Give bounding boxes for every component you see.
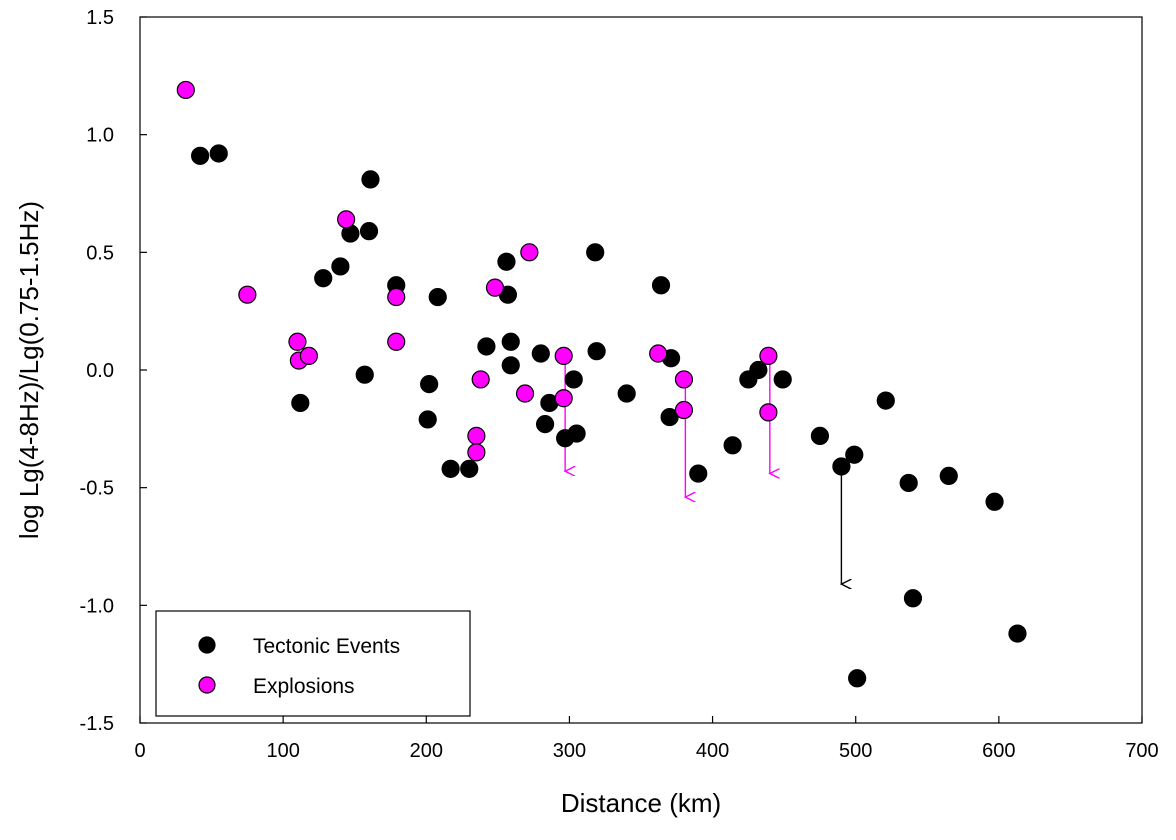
data-point-explosions	[520, 243, 539, 262]
data-point-tectonic-events	[689, 464, 708, 483]
data-point-explosions	[387, 332, 406, 351]
data-point-tectonic-events	[460, 459, 479, 478]
data-point-tectonic-events	[723, 436, 742, 455]
data-point-tectonic-events	[985, 492, 1004, 511]
data-point-tectonic-events	[291, 393, 310, 413]
data-point-tectonic-events	[1008, 624, 1027, 643]
legend-label-explosions: Explosions	[253, 675, 355, 698]
data-point-explosions	[674, 400, 694, 420]
data-point-tectonic-events	[428, 287, 447, 307]
legend-box	[155, 610, 471, 717]
data-point-tectonic-events	[209, 144, 228, 163]
data-point-explosions	[554, 389, 573, 408]
y-tick-label: 0.0	[86, 360, 114, 382]
data-point-tectonic-events	[651, 276, 671, 295]
data-point-tectonic-events	[497, 252, 516, 271]
data-point-explosions	[515, 384, 535, 403]
x-tick-label: 700	[1125, 740, 1158, 762]
y-tick-label: 0.5	[86, 242, 114, 264]
data-point-tectonic-events	[501, 332, 520, 351]
data-point-tectonic-events	[420, 375, 439, 394]
data-point-tectonic-events	[359, 222, 379, 241]
data-point-explosions	[299, 346, 319, 365]
y-axis: 1.5 1.0 0.5 0.0 -0.5 -1.0 -1.5	[80, 7, 147, 735]
data-point-tectonic-events	[586, 243, 605, 262]
data-point-explosions	[176, 80, 195, 100]
data-point-explosions	[337, 210, 356, 229]
y-tick-label: -1.5	[80, 713, 114, 735]
data-point-tectonic-events	[441, 459, 460, 478]
data-point-tectonic-events	[564, 370, 583, 389]
data-point-explosions	[649, 344, 668, 363]
data-point-tectonic-events	[314, 269, 333, 288]
y-tick-label: -0.5	[80, 478, 114, 500]
data-point-tectonic-events	[355, 365, 374, 384]
data-point-tectonic-events	[418, 410, 437, 429]
data-points	[176, 80, 1027, 688]
data-point-tectonic-events	[899, 473, 918, 493]
data-point-tectonic-events	[535, 415, 555, 434]
data-point-explosions	[485, 278, 505, 297]
x-tick-label: 200	[410, 740, 443, 762]
data-point-tectonic-events	[845, 445, 864, 464]
legend-label-tectonic-events: Tectonic Events	[253, 635, 400, 658]
x-tick-label: 500	[839, 740, 872, 762]
data-point-tectonic-events	[587, 342, 606, 361]
data-point-tectonic-events	[531, 344, 550, 363]
data-point-tectonic-events	[477, 337, 496, 356]
y-tick-label: -1.0	[80, 595, 114, 617]
data-point-tectonic-events	[939, 466, 958, 485]
x-tick-label: 600	[982, 740, 1015, 762]
x-tick-label: 100	[266, 740, 299, 762]
x-axis-title: Distance (km)	[561, 788, 721, 818]
data-point-explosions	[387, 287, 406, 307]
data-point-explosions	[759, 403, 778, 422]
x-tick-label: 0	[134, 740, 145, 762]
data-point-tectonic-events	[810, 426, 830, 445]
data-point-tectonic-events	[832, 457, 851, 476]
data-point-tectonic-events	[903, 589, 923, 608]
legend-marker-tectonic-events	[198, 636, 216, 654]
data-point-explosions	[471, 370, 490, 389]
data-point-explosions	[554, 346, 573, 365]
data-point-explosions	[288, 332, 307, 351]
x-axis: 0 100 200 300 400 500 600 700	[134, 716, 1159, 762]
data-point-tectonic-events	[617, 384, 636, 403]
data-point-explosions	[674, 370, 694, 389]
data-point-explosions	[467, 426, 486, 445]
data-point-explosions	[467, 443, 486, 462]
data-point-tectonic-events	[331, 257, 350, 276]
data-point-tectonic-events	[773, 370, 792, 389]
data-point-tectonic-events	[361, 170, 380, 189]
y-tick-label: 1.5	[86, 7, 114, 29]
legend-marker-explosions	[198, 676, 216, 694]
data-point-tectonic-events	[191, 146, 210, 165]
data-point-tectonic-events	[501, 356, 520, 375]
y-axis-title: log Lg(4-8Hz)/Lg(0.75-1.5Hz)	[14, 201, 44, 539]
legend: Tectonic Events Explosions	[155, 610, 471, 717]
data-point-tectonic-events	[749, 360, 768, 380]
y-tick-label: 1.0	[86, 125, 114, 147]
data-point-tectonic-events	[567, 424, 586, 443]
data-point-tectonic-events	[876, 391, 895, 410]
x-tick-label: 300	[553, 740, 586, 762]
data-point-tectonic-events	[660, 407, 679, 427]
x-tick-label: 400	[696, 740, 729, 762]
data-point-tectonic-events	[848, 669, 867, 688]
data-point-explosions	[759, 346, 778, 365]
data-point-explosions	[238, 285, 257, 304]
